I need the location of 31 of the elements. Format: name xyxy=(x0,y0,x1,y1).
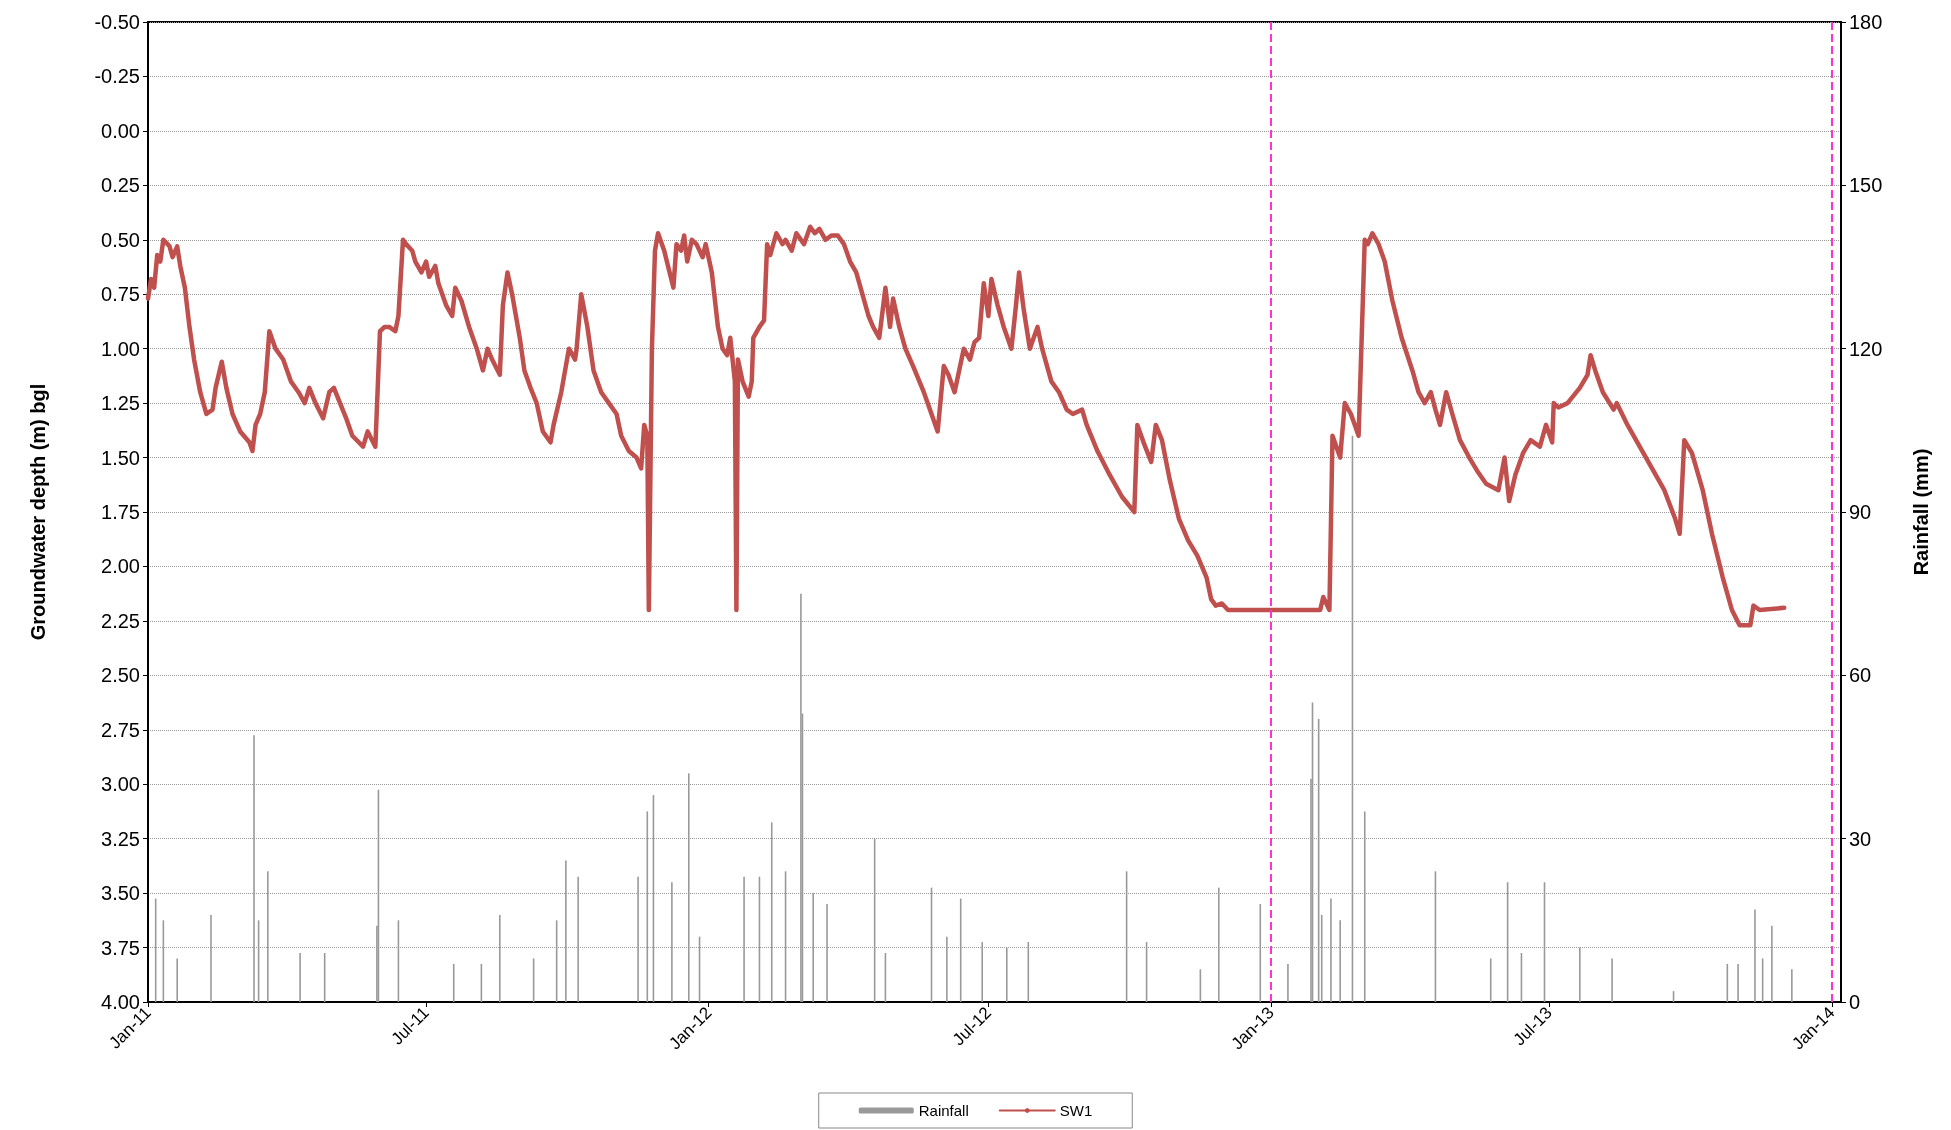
legend-label: Rainfall xyxy=(918,1102,969,1119)
y-tick-label: 1.25 xyxy=(101,392,140,415)
y-tick-label: 2.25 xyxy=(101,609,140,632)
y2-tick-label: 150 xyxy=(1849,174,1883,197)
y-tick-label: 1.50 xyxy=(101,446,140,469)
y2-tick-label: 120 xyxy=(1849,337,1883,360)
y-tick-label: 2.75 xyxy=(101,718,140,741)
y-tick-label: 4.00 xyxy=(101,991,140,1013)
y2-tick-label: 180 xyxy=(1849,11,1883,33)
y2-axis-title: Rainfall (mm) xyxy=(1910,448,1932,576)
y-tick-label: 2.50 xyxy=(101,664,140,687)
y-tick-label: 3.75 xyxy=(101,936,140,959)
y-axis-title: Groundwater depth (m) bgl xyxy=(27,383,49,641)
y2-tick-label: 30 xyxy=(1849,827,1872,850)
y-tick-label: 0.25 xyxy=(101,174,140,197)
y-tick-label: 0.50 xyxy=(101,228,140,251)
line-series xyxy=(145,224,1787,628)
y-tick-label: 0.00 xyxy=(101,119,140,142)
y-tick-label: 2.00 xyxy=(101,555,140,578)
y-tick-label: -0.50 xyxy=(94,11,140,33)
y-tick-label: 1.00 xyxy=(101,337,140,360)
y2-tick-label: 0 xyxy=(1849,991,1861,1013)
y2-tick-label: 60 xyxy=(1849,664,1872,687)
y-tick-label: 3.50 xyxy=(101,882,140,905)
legend-label: SW1 xyxy=(1059,1102,1093,1119)
y-tick-label: 3.25 xyxy=(101,827,140,850)
y-tick-label: 3.00 xyxy=(101,773,140,796)
y-tick-label: -0.25 xyxy=(94,65,140,88)
y2-tick-label: 90 xyxy=(1849,501,1872,523)
y-tick-label: 0.75 xyxy=(101,283,140,306)
y-tick-label: 1.75 xyxy=(101,501,140,523)
